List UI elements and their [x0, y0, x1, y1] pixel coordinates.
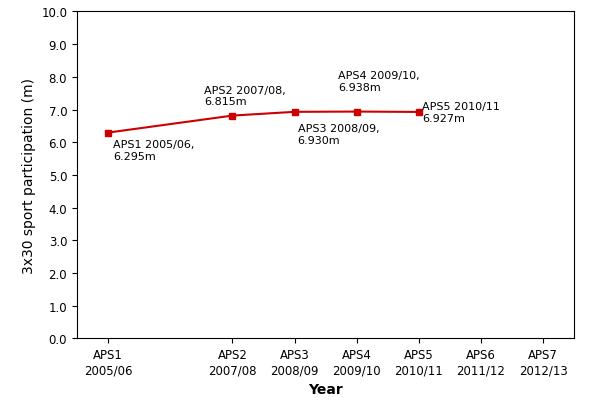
- Text: APS1 2005/06,
6.295m: APS1 2005/06, 6.295m: [113, 140, 194, 161]
- Text: APS3 2008/09,
6.930m: APS3 2008/09, 6.930m: [298, 124, 379, 145]
- Text: APS4 2009/10,
6.938m: APS4 2009/10, 6.938m: [338, 71, 420, 93]
- Text: APS5 2010/11
6.927m: APS5 2010/11 6.927m: [422, 102, 500, 123]
- Text: APS2 2007/08,
6.815m: APS2 2007/08, 6.815m: [204, 85, 286, 107]
- X-axis label: Year: Year: [308, 382, 343, 396]
- Y-axis label: 3x30 sport participation (m): 3x30 sport participation (m): [22, 78, 36, 273]
